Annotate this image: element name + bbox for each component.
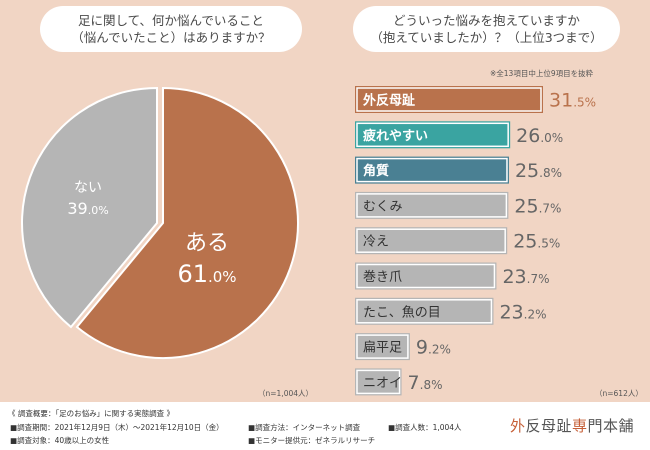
bar-category-label-2: 角質 — [363, 163, 389, 179]
footer-method: ■調査方法：インターネット調査 — [248, 423, 361, 432]
bar-category-label-3: むくみ — [363, 199, 403, 214]
bar-4 — [355, 227, 508, 255]
brand-logo: 外反母趾専門本舗 — [510, 415, 634, 436]
bar-5 — [355, 262, 497, 290]
left-question-line1: 足に関して、何か悩んでいること — [78, 13, 264, 28]
right-note: ※全13項目中上位9項目を抜粋 — [490, 69, 594, 78]
bar-3 — [355, 191, 509, 219]
bar-category-label-1: 疲れやすい — [363, 128, 428, 144]
left-question-box: 足に関して、何か悩んでいること （悩んでいたこと）はありますか？ — [40, 6, 302, 52]
left-panel: 足に関して、何か悩んでいること （悩んでいたこと）はありますか？ ある 61.0%… — [0, 0, 325, 402]
bar-8 — [355, 368, 402, 396]
right-question-line2: （抱えていましたか）？（上位3つまで） — [370, 30, 603, 45]
bar-7 — [355, 333, 410, 361]
bar-category-label-0: 外反母趾 — [362, 93, 415, 109]
pie-slice-1 — [21, 86, 158, 329]
bar-value-label-4: 25.5% — [513, 231, 560, 253]
footer-target: ■調査対象：40歳以上の女性 — [10, 436, 110, 445]
bar-value-label-0: 31.5% — [549, 90, 596, 112]
pie-value-1: 39.0% — [67, 199, 108, 218]
bar-1 — [355, 121, 511, 149]
bar-category-label-6: たこ、魚の目 — [363, 305, 441, 320]
right-sample-size: （n=612人） — [595, 389, 643, 398]
bar-inner-border-4 — [356, 228, 506, 253]
bar-2 — [355, 156, 509, 184]
footer-count: ■調査人数：1,004人 — [388, 423, 462, 432]
bar-category-label-7: 扁平足 — [363, 341, 402, 356]
bar-6 — [355, 297, 494, 325]
logo-text: 反母趾 — [525, 417, 573, 435]
left-sample-size: （n=1,004人） — [258, 389, 314, 398]
bar-inner-border-6 — [356, 299, 493, 324]
bar-value-label-1: 26.0% — [516, 125, 563, 147]
bar-value-label-2: 25.8% — [515, 160, 562, 182]
logo-accent: 外 — [510, 417, 526, 435]
footer-provider: ■モニター提供元：ゼネラルリサーチ — [248, 436, 376, 445]
bar-category-label-8: ニオイ — [363, 376, 402, 391]
footer: 《 調査概要：「足のお悩み」に関する実態調査 》 ■調査期間：2021年12月9… — [0, 402, 650, 450]
bar-value-label-6: 23.2% — [499, 301, 546, 323]
bar-category-label-5: 巻き爪 — [363, 270, 402, 285]
bar-inner-border-1 — [356, 122, 509, 148]
bar-value-label-7: 9.2% — [416, 337, 451, 359]
bar-inner-border-3 — [356, 193, 508, 218]
bar-value-label-5: 23.7% — [502, 266, 549, 288]
right-question-box: どういった悩みを抱えていますか （抱えていましたか）？（上位3つまで） — [353, 6, 620, 52]
bar-category-label-4: 冷え — [363, 235, 389, 250]
pie-label-1: ない — [74, 180, 102, 196]
bar-0 — [355, 86, 543, 113]
bar-value-label-8: 7.8% — [408, 372, 443, 394]
bar-inner-border-0 — [356, 87, 542, 112]
pie-label-0: ある — [185, 231, 229, 256]
bar-inner-border-7 — [356, 334, 409, 359]
right-panel: どういった悩みを抱えていますか （抱えていましたか）？（上位3つまで） ※全13… — [325, 0, 650, 402]
bar-inner-border-8 — [356, 369, 401, 395]
logo-text-2: 門本舗 — [587, 417, 635, 435]
logo-accent-2: 専 — [572, 417, 588, 435]
bar-chart: 外反母趾 31.5% 疲れやすい 26.0% 角質 25.8% むくみ 25.7% 冷え 25.5… — [355, 86, 596, 396]
bar-value-label-3: 25.7% — [514, 195, 561, 217]
left-question-line2: （悩んでいたこと）はありますか？ — [71, 30, 271, 45]
pie-chart: ある 61.0% ない 39.0% — [21, 86, 299, 359]
bar-inner-border-5 — [356, 263, 496, 289]
footer-title: 《 調査概要：「足のお悩み」に関する実態調査 》 — [8, 409, 175, 418]
pie-slice-0 — [75, 86, 299, 359]
footer-period: ■調査期間：2021年12月9日（木）〜2021年12月10日（金） — [10, 423, 224, 432]
right-question-line1: どういった悩みを抱えていますか — [393, 13, 580, 28]
pie-value-0: 61.0% — [177, 260, 236, 288]
bar-inner-border-2 — [356, 157, 508, 183]
